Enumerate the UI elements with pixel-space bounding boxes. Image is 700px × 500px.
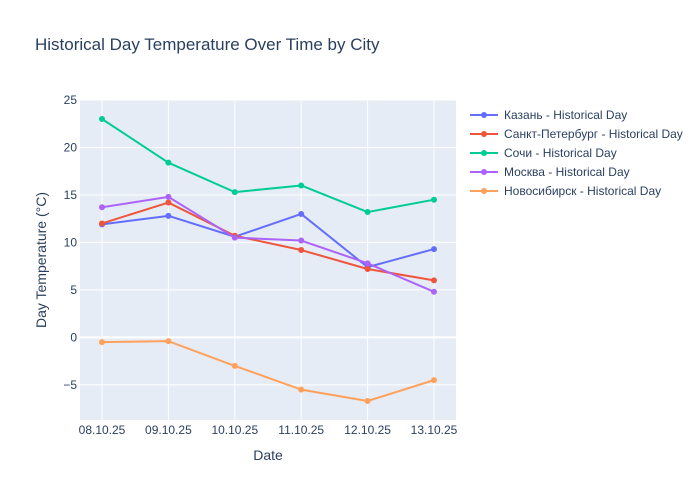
legend-label: Сочи - Historical Day	[504, 146, 617, 160]
series-line[interactable]	[101, 195, 435, 293]
legend-item[interactable]: Москва - Historical Day	[470, 165, 630, 179]
chart-title: Historical Day Temperature Over Time by …	[35, 35, 380, 54]
data-point[interactable]	[165, 212, 172, 219]
legend-label: Москва - Historical Day	[504, 165, 630, 179]
x-tick-label: 09.10.25	[145, 423, 192, 437]
data-point[interactable]	[298, 182, 305, 189]
y-tick-label: 15	[64, 188, 78, 202]
data-point[interactable]	[231, 362, 238, 369]
y-axis-title: Day Temperature (°C)	[33, 192, 49, 328]
data-point[interactable]	[231, 189, 238, 196]
data-point[interactable]	[364, 266, 371, 273]
x-tick-label: 11.10.25	[278, 423, 324, 437]
legend-marker	[481, 131, 487, 137]
data-point[interactable]	[298, 210, 305, 217]
series-line[interactable]	[101, 212, 435, 269]
data-point[interactable]	[364, 209, 371, 216]
series-line[interactable]	[101, 201, 435, 282]
y-tick-label: 20	[64, 140, 78, 154]
data-point[interactable]	[431, 288, 437, 295]
data-point[interactable]	[364, 398, 371, 405]
series[interactable]	[99, 338, 437, 405]
data-point[interactable]	[431, 277, 437, 284]
data-point[interactable]	[165, 193, 172, 200]
data-point[interactable]	[431, 377, 437, 384]
data-point[interactable]	[231, 234, 238, 241]
y-axis-ticks: −5 0 5 10 15 20 25	[63, 93, 77, 392]
data-point[interactable]	[165, 199, 172, 206]
data-point[interactable]	[99, 204, 105, 211]
x-tick-label: 12.10.25	[344, 423, 391, 437]
legend-marker	[481, 169, 487, 175]
x-tick-label: 10.10.25	[211, 423, 258, 437]
legend-label: Санкт-Петербург - Historical Day	[504, 127, 683, 141]
gridlines	[80, 99, 456, 420]
legend[interactable]: Казань - Historical Day Санкт-Петербург -…	[470, 108, 683, 198]
data-point[interactable]	[298, 237, 305, 244]
data-point[interactable]	[165, 338, 172, 345]
legend-item[interactable]: Санкт-Петербург - Historical Day	[470, 127, 683, 141]
data-point[interactable]	[165, 159, 172, 166]
series[interactable]	[99, 115, 437, 216]
x-tick-label: 08.10.25	[79, 423, 126, 437]
y-tick-label: −5	[63, 378, 77, 392]
x-axis-title: Date	[253, 447, 283, 463]
data-point[interactable]	[99, 220, 105, 227]
series[interactable]	[99, 193, 437, 295]
y-tick-label: 0	[70, 330, 77, 344]
legend-item[interactable]: Сочи - Historical Day	[470, 146, 617, 160]
legend-marker	[481, 150, 487, 156]
data-point[interactable]	[364, 260, 371, 267]
series-line[interactable]	[101, 340, 435, 403]
y-tick-label: 5	[70, 283, 77, 297]
data-point[interactable]	[431, 196, 437, 203]
y-tick-label: 10	[64, 235, 78, 249]
data-point[interactable]	[99, 339, 105, 346]
x-tick-label: 13.10.25	[411, 423, 458, 437]
x-axis-ticks: 08.10.25 09.10.25 10.10.25 11.10.25 12.10.25…	[79, 423, 458, 437]
legend-label: Казань - Historical Day	[504, 108, 627, 122]
data-point[interactable]	[298, 386, 305, 393]
plot-area	[80, 100, 456, 420]
y-tick-label: 25	[64, 93, 78, 107]
legend-item[interactable]: Новосибирск - Historical Day	[470, 184, 661, 198]
legend-marker	[481, 188, 487, 194]
series-layer	[99, 115, 437, 405]
data-point[interactable]	[99, 115, 105, 122]
series-line[interactable]	[101, 118, 435, 214]
legend-label: Новосибирск - Historical Day	[504, 184, 661, 198]
legend-item[interactable]: Казань - Historical Day	[470, 108, 627, 122]
data-point[interactable]	[431, 246, 437, 253]
data-point[interactable]	[298, 247, 305, 254]
legend-marker	[481, 112, 487, 118]
